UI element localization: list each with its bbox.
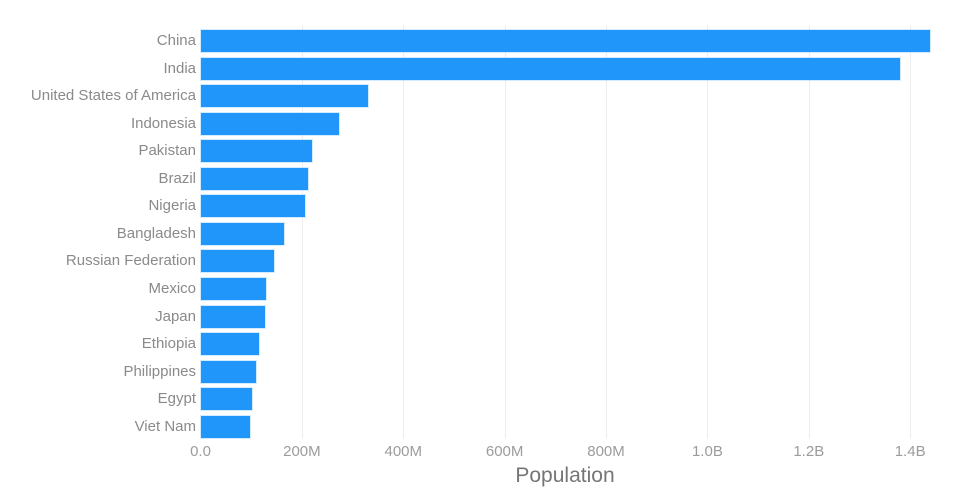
category-label-egypt: Egypt [157, 390, 196, 408]
bar-viet-nam [200, 415, 250, 438]
bar-japan [200, 305, 265, 328]
category-label-pakistan: Pakistan [138, 142, 196, 160]
category-label-viet-nam: Viet Nam [134, 417, 196, 435]
bar-philippines [200, 360, 257, 383]
x-axis-title: Population [515, 464, 615, 487]
x-tick-label-400m: 400M [384, 443, 423, 460]
bar-china [200, 30, 931, 52]
x-tick-label-800m: 800M [587, 443, 625, 460]
x-tick-label-1-2b: 1.2B [793, 443, 825, 460]
gridline-1-2b [808, 25, 810, 439]
gridline-1-4b [910, 25, 912, 439]
category-label-united-states-of-america: United States of America [30, 87, 196, 105]
bar-pakistan [200, 140, 313, 163]
gridline-400m [403, 25, 405, 439]
category-label-russian-federation: Russian Federation [65, 252, 196, 270]
x-tick-label-600m: 600M [485, 443, 524, 460]
category-label-mexico: Mexico [148, 279, 196, 297]
bar-india [200, 57, 901, 80]
bar-brazil [200, 167, 309, 190]
x-tick-label-1-4b: 1.4B [894, 443, 926, 460]
category-label-philippines: Philippines [123, 362, 196, 380]
bar-nigeria [200, 195, 305, 218]
bar-egypt [200, 388, 253, 411]
gridline-600m [504, 25, 506, 439]
category-label-bangladesh: Bangladesh [116, 224, 196, 242]
x-tick-label-200m: 200M [283, 443, 321, 460]
gridline-200m [301, 25, 303, 439]
bar-bangladesh [200, 222, 284, 245]
gridline-1-0b [707, 25, 709, 439]
x-tick-label-0-0: 0.0 [190, 443, 211, 460]
x-tick-label-1-0b: 1.0B [691, 443, 723, 460]
bar-russian-federation [200, 250, 275, 273]
category-label-brazil: Brazil [158, 169, 196, 187]
category-label-china: China [156, 32, 196, 49]
bar-indonesia [200, 112, 340, 135]
bar-united-states-of-america [200, 85, 369, 108]
bar-ethiopia [200, 333, 259, 356]
bar-mexico [200, 277, 266, 300]
gridline-800m [606, 25, 608, 439]
category-label-india: India [163, 59, 196, 77]
category-label-japan: Japan [155, 307, 196, 325]
category-label-indonesia: Indonesia [130, 114, 196, 132]
category-label-nigeria: Nigeria [148, 197, 196, 215]
category-label-ethiopia: Ethiopia [141, 335, 196, 353]
